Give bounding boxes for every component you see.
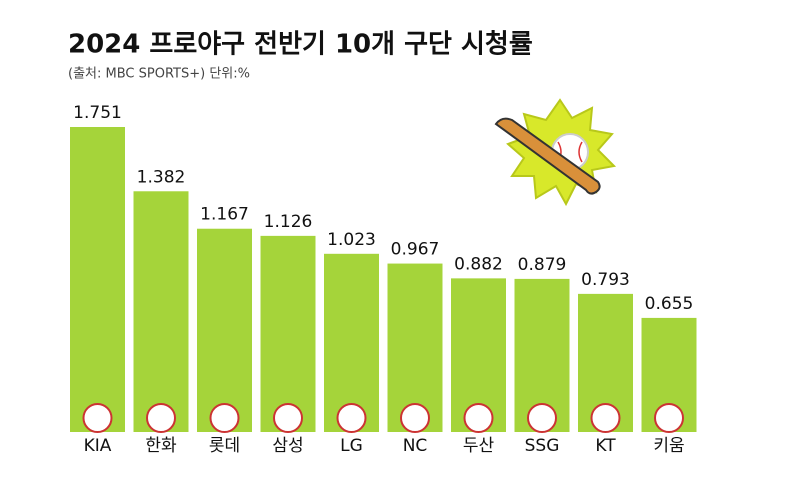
value-label: 0.793 [581,270,630,290]
value-label: 0.967 [391,240,440,260]
value-label: 1.751 [73,103,122,123]
bar [70,127,125,432]
value-label: 0.882 [454,254,503,274]
team-logo [527,403,557,433]
team-logo [273,403,303,433]
bar [324,253,379,432]
value-label: 1.167 [200,205,249,225]
value-label: 1.126 [264,212,313,232]
team-logo [654,403,684,433]
team-logo [146,403,176,433]
chart-title: 2024 프로야구 전반기 10개 구단 시청률 [68,30,533,60]
category-label: SSG [525,436,560,456]
value-label: 1.023 [327,230,376,250]
value-label: 0.655 [645,294,694,314]
team-logo [590,403,621,433]
category-label: 키움 [653,436,684,456]
category-label: LG [340,436,363,456]
category-label: NC [403,436,428,456]
team-logo [400,403,430,433]
team-logo [82,403,113,433]
team-logo [463,403,494,433]
bar [197,228,252,432]
bar [260,235,316,432]
category-label: 두산 [463,436,495,456]
category-label: KT [595,436,616,456]
bat-ball-illustration [494,98,617,207]
chart-subtitle: (출처: MBC SPORTS+) 단위:% [68,67,250,82]
team-logo [336,403,367,433]
bar [133,191,189,432]
category-label: 삼성 [272,436,303,456]
value-label: 1.382 [137,167,186,187]
value-label: 0.879 [518,255,567,275]
category-label: 한화 [145,436,177,456]
category-label: KIA [84,436,112,456]
category-label: 롯데 [209,436,240,456]
team-logo [209,403,240,433]
